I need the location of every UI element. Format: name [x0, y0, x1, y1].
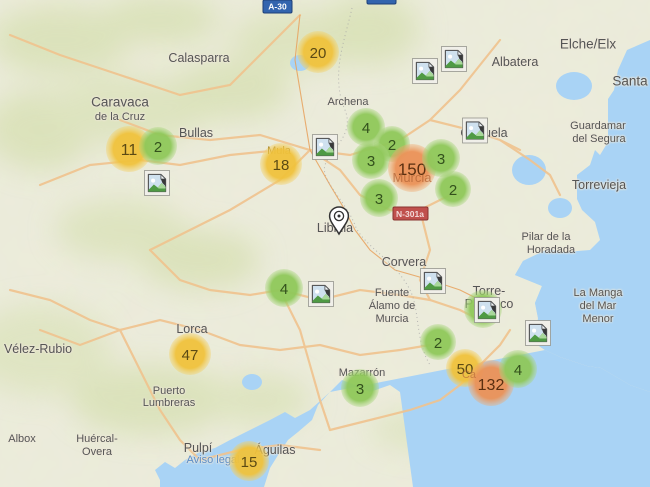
svg-text:3: 3 — [356, 381, 364, 398]
svg-text:A-30: A-30 — [268, 2, 287, 12]
svg-text:2: 2 — [434, 335, 442, 352]
svg-text:15: 15 — [241, 454, 258, 471]
svg-text:Ca: Ca — [462, 369, 477, 381]
svg-text:11: 11 — [121, 142, 138, 159]
svg-text:132: 132 — [478, 377, 505, 394]
svg-text:4: 4 — [514, 362, 522, 379]
svg-text:3: 3 — [437, 151, 445, 168]
svg-text:3: 3 — [367, 153, 375, 170]
svg-text:47: 47 — [182, 347, 199, 364]
svg-text:4: 4 — [362, 120, 370, 137]
svg-text:2: 2 — [449, 182, 457, 199]
svg-text:18: 18 — [273, 157, 290, 174]
svg-text:3: 3 — [375, 191, 383, 208]
svg-text:N-301a: N-301a — [396, 209, 424, 219]
svg-text:2: 2 — [154, 139, 162, 156]
svg-text:20: 20 — [310, 45, 327, 62]
svg-text:4: 4 — [280, 281, 288, 298]
svg-text:Murcia: Murcia — [392, 170, 432, 185]
